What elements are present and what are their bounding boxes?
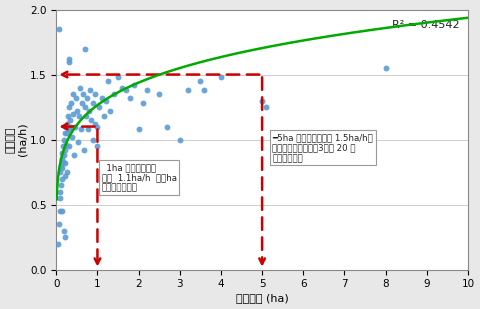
Point <box>58 163 65 168</box>
Point <box>56 209 64 214</box>
Point <box>55 241 62 246</box>
Point <box>75 114 83 119</box>
Point <box>70 153 77 158</box>
X-axis label: 圃場面積 (ha): 圃場面積 (ha) <box>236 294 288 303</box>
Point <box>93 144 100 149</box>
Point <box>60 147 68 152</box>
Point <box>135 127 143 132</box>
Point <box>85 108 93 113</box>
Point <box>118 85 126 90</box>
Point <box>258 98 266 103</box>
Point <box>81 147 88 152</box>
Point <box>59 150 66 155</box>
Point <box>201 88 208 93</box>
Point <box>55 222 63 226</box>
Point <box>84 127 92 132</box>
Point <box>102 98 109 103</box>
Point <box>62 142 70 147</box>
Point <box>78 101 85 106</box>
Point <box>57 170 64 175</box>
Point <box>382 66 389 70</box>
Point <box>63 131 71 136</box>
Point <box>82 114 90 119</box>
Point <box>58 157 66 162</box>
Text: 1ha 圃場の稼働効
率は  1.1ha/h  と５ha
圃場より低い。: 1ha 圃場の稼働効 率は 1.1ha/h と５ha 圃場より低い。 <box>102 163 177 193</box>
Point <box>84 95 91 100</box>
Text: ━5ha 圃場は稼働率が 1.5ha/h。
収穮にかかる時間は3時間 20 分
と見込める。: ━5ha 圃場は稼働率が 1.5ha/h。 収穮にかかる時間は3時間 20 分 … <box>272 133 373 163</box>
Point <box>196 78 204 83</box>
Point <box>74 140 82 145</box>
Point <box>81 46 89 51</box>
Point <box>263 104 270 109</box>
Point <box>184 88 192 93</box>
Point <box>63 121 71 126</box>
Point <box>76 85 84 90</box>
Point <box>66 118 74 123</box>
Point <box>71 124 79 129</box>
Point <box>61 131 69 136</box>
Point <box>65 104 72 109</box>
Point <box>100 114 108 119</box>
Point <box>57 189 64 194</box>
Point <box>69 91 77 96</box>
Point <box>131 83 138 87</box>
Point <box>176 137 184 142</box>
Point <box>58 183 65 188</box>
Point <box>91 121 98 126</box>
Point <box>60 137 68 142</box>
Point <box>60 153 68 158</box>
Point <box>164 124 171 129</box>
Point <box>67 124 74 129</box>
Point <box>67 101 75 106</box>
Point <box>98 95 106 100</box>
Point <box>66 59 73 64</box>
Point <box>79 91 87 96</box>
Point <box>58 176 65 181</box>
Point <box>110 91 118 96</box>
Point <box>106 108 114 113</box>
Point <box>56 196 63 201</box>
Point <box>127 95 134 100</box>
Point <box>65 127 72 132</box>
Point <box>217 75 225 80</box>
Point <box>73 108 81 113</box>
Point <box>61 160 69 165</box>
Text: R² = 0.4542: R² = 0.4542 <box>392 20 460 30</box>
Point <box>65 57 72 61</box>
Point <box>94 124 101 129</box>
Point <box>69 111 77 116</box>
Point <box>156 91 163 96</box>
Point <box>61 235 69 239</box>
Point <box>64 114 72 119</box>
Point <box>104 78 111 83</box>
Point <box>60 144 67 149</box>
Point <box>68 134 76 139</box>
Point <box>81 104 89 109</box>
Point <box>122 88 130 93</box>
Point <box>59 166 66 171</box>
Point <box>114 75 122 80</box>
Point <box>72 95 80 100</box>
Point <box>96 104 103 109</box>
Point <box>92 91 99 96</box>
Point <box>60 173 68 178</box>
Point <box>77 127 85 132</box>
Point <box>89 137 96 142</box>
Point <box>55 27 62 32</box>
Point <box>60 228 68 233</box>
Point <box>86 88 94 93</box>
Point <box>143 88 151 93</box>
Y-axis label: 稼働効率
(ha/h): 稼働効率 (ha/h) <box>6 123 27 156</box>
Point <box>87 118 95 123</box>
Point <box>89 101 97 106</box>
Point <box>59 159 67 164</box>
Point <box>139 101 146 106</box>
Point <box>59 209 66 214</box>
Point <box>66 144 73 149</box>
Point <box>63 170 71 175</box>
Point <box>62 124 70 129</box>
